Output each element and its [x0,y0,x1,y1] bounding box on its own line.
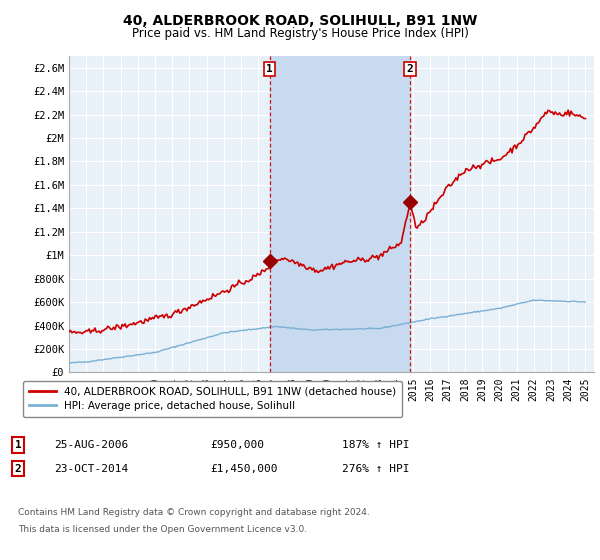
Text: 25-AUG-2006: 25-AUG-2006 [54,440,128,450]
Text: 2: 2 [14,464,22,474]
Text: Contains HM Land Registry data © Crown copyright and database right 2024.: Contains HM Land Registry data © Crown c… [18,508,370,517]
Text: 23-OCT-2014: 23-OCT-2014 [54,464,128,474]
Legend: 40, ALDERBROOK ROAD, SOLIHULL, B91 1NW (detached house), HPI: Average price, det: 40, ALDERBROOK ROAD, SOLIHULL, B91 1NW (… [23,381,402,417]
Text: £950,000: £950,000 [210,440,264,450]
Text: 1: 1 [14,440,22,450]
Text: 187% ↑ HPI: 187% ↑ HPI [342,440,409,450]
Text: 276% ↑ HPI: 276% ↑ HPI [342,464,409,474]
Text: 40, ALDERBROOK ROAD, SOLIHULL, B91 1NW: 40, ALDERBROOK ROAD, SOLIHULL, B91 1NW [123,14,477,28]
Text: This data is licensed under the Open Government Licence v3.0.: This data is licensed under the Open Gov… [18,525,307,534]
Text: 2: 2 [407,64,413,74]
Bar [269,56,410,372]
Text: 1: 1 [266,64,273,74]
Text: £1,450,000: £1,450,000 [210,464,277,474]
Text: Price paid vs. HM Land Registry's House Price Index (HPI): Price paid vs. HM Land Registry's House … [131,27,469,40]
